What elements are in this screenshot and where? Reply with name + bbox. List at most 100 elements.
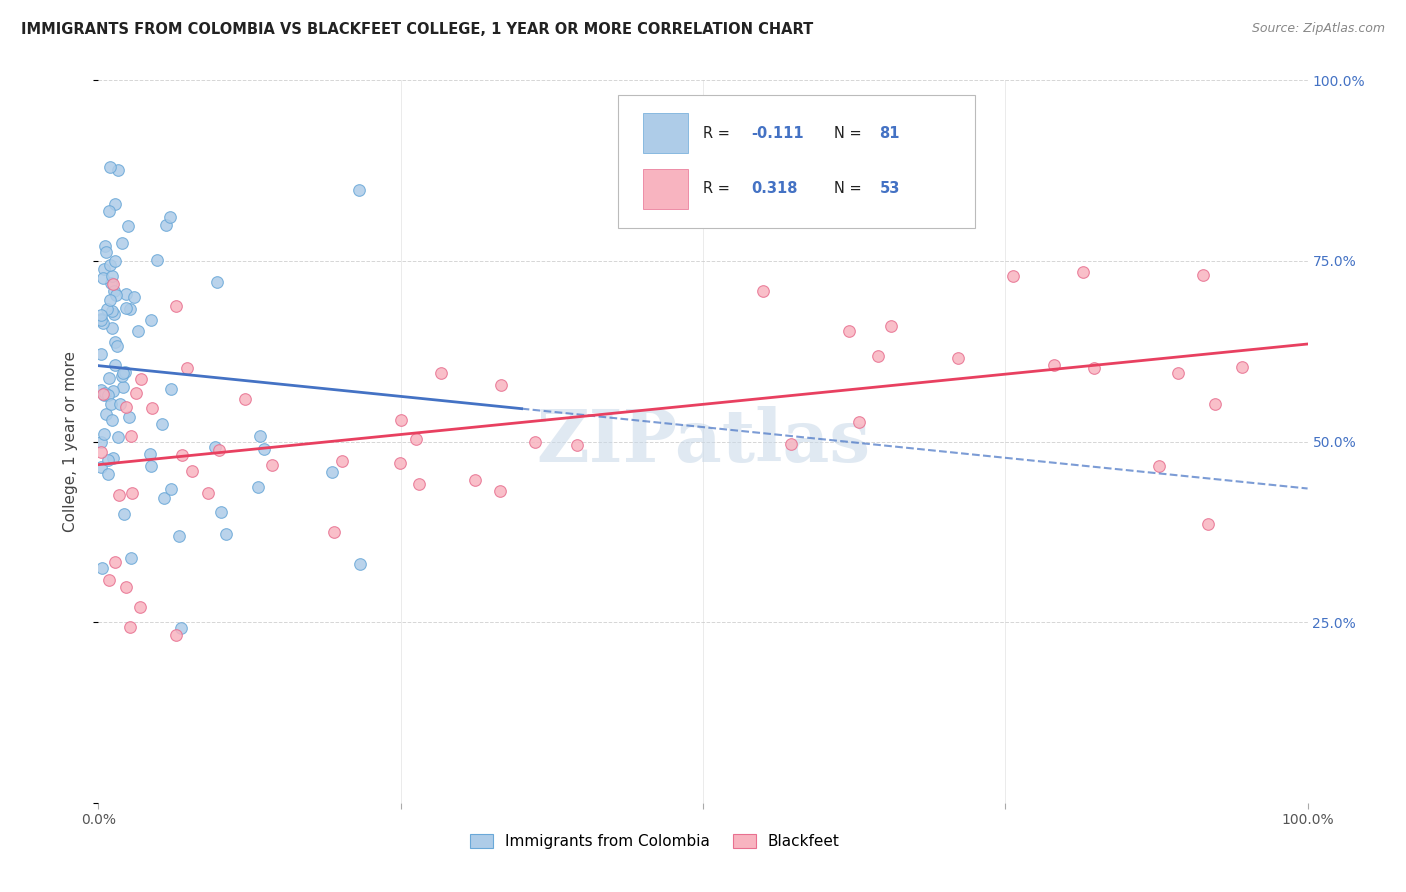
Point — [108, 488, 131, 502]
Point — [103, 358, 125, 372]
Point — [117, 409, 139, 424]
Point — [115, 580, 138, 594]
Point — [107, 430, 129, 444]
Point — [489, 483, 512, 498]
Point — [389, 457, 412, 471]
FancyBboxPatch shape — [619, 95, 976, 228]
Text: ZIPatlas: ZIPatlas — [536, 406, 870, 477]
Point — [165, 628, 187, 642]
Point — [94, 386, 117, 401]
Point — [389, 413, 412, 427]
Point — [120, 551, 142, 566]
Point — [101, 384, 124, 398]
Point — [90, 560, 112, 574]
Point — [752, 284, 775, 298]
Point — [1232, 360, 1254, 375]
Point — [1043, 359, 1066, 373]
Point — [90, 444, 112, 458]
Point — [1083, 361, 1105, 376]
Point — [97, 573, 120, 587]
Point — [125, 385, 148, 400]
Point — [139, 312, 162, 326]
Text: Source: ZipAtlas.com: Source: ZipAtlas.com — [1251, 22, 1385, 36]
Text: -0.111: -0.111 — [751, 126, 804, 141]
Point — [98, 160, 121, 174]
Point — [159, 210, 181, 224]
Text: 81: 81 — [880, 126, 900, 141]
Text: 53: 53 — [880, 181, 900, 196]
Point — [100, 321, 122, 335]
Point — [246, 480, 269, 494]
Point — [253, 442, 276, 456]
Legend: Immigrants from Colombia, Blackfeet: Immigrants from Colombia, Blackfeet — [470, 834, 839, 849]
Point — [90, 435, 112, 450]
Point — [107, 162, 129, 177]
Point — [205, 275, 228, 289]
Point — [90, 311, 112, 326]
Point — [946, 351, 969, 366]
Point — [103, 335, 125, 350]
Point — [112, 367, 135, 381]
Point — [114, 400, 136, 414]
Point — [115, 301, 138, 315]
Point — [262, 458, 284, 472]
Point — [880, 318, 903, 333]
Point — [128, 599, 150, 614]
Point — [112, 507, 135, 521]
Point — [330, 454, 353, 468]
Point — [209, 505, 232, 519]
FancyBboxPatch shape — [643, 169, 689, 209]
Point — [349, 557, 371, 571]
Point — [464, 473, 486, 487]
Point — [110, 396, 132, 410]
Point — [249, 429, 271, 443]
Point — [90, 308, 112, 322]
Point — [111, 235, 134, 250]
Point — [430, 366, 453, 380]
Point — [170, 448, 193, 462]
Point — [104, 197, 127, 211]
Point — [100, 276, 122, 290]
Point — [91, 316, 114, 330]
Point — [97, 388, 120, 402]
Text: R =: R = — [703, 126, 734, 141]
Point — [150, 417, 173, 432]
Point — [215, 527, 238, 541]
Text: R =: R = — [703, 181, 734, 196]
Point — [96, 244, 118, 259]
Point — [165, 300, 187, 314]
Point — [112, 379, 135, 393]
Point — [1002, 269, 1025, 284]
Point — [208, 442, 231, 457]
Point — [104, 254, 127, 268]
Point — [97, 204, 120, 219]
Point — [96, 302, 118, 317]
Point — [120, 301, 142, 316]
Point — [101, 277, 124, 292]
Point — [405, 432, 427, 446]
Point — [105, 338, 128, 352]
Point — [170, 621, 193, 635]
Point — [160, 382, 183, 396]
Point — [1167, 366, 1189, 380]
Text: N =: N = — [834, 126, 866, 141]
Point — [321, 465, 343, 479]
Point — [93, 271, 115, 285]
Point — [139, 447, 162, 461]
Point — [103, 284, 125, 298]
Point — [97, 453, 120, 467]
Text: 0.318: 0.318 — [751, 181, 797, 196]
Point — [197, 485, 219, 500]
Point — [94, 407, 117, 421]
Point — [114, 365, 136, 379]
Point — [120, 620, 142, 634]
Point — [139, 459, 162, 474]
Point — [160, 482, 183, 496]
Point — [848, 416, 870, 430]
Point — [866, 349, 889, 363]
Point — [101, 268, 124, 283]
Point — [120, 428, 142, 442]
Text: IMMIGRANTS FROM COLOMBIA VS BLACKFEET COLLEGE, 1 YEAR OR MORE CORRELATION CHART: IMMIGRANTS FROM COLOMBIA VS BLACKFEET CO… — [21, 22, 813, 37]
Point — [93, 427, 115, 442]
Point — [111, 368, 134, 383]
